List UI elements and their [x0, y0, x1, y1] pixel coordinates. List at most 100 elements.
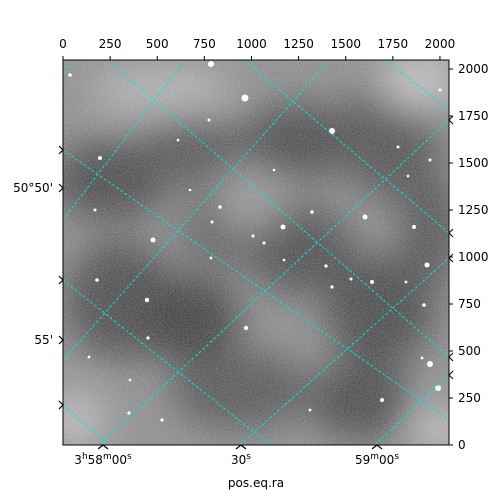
star-point	[310, 210, 314, 214]
ra-tick-label: 30s	[231, 452, 251, 467]
star-point	[362, 214, 368, 220]
star-point	[428, 158, 432, 162]
star-point	[209, 256, 213, 260]
star-point	[324, 264, 328, 268]
dec-tick	[58, 183, 64, 193]
left-dec-axis: 50°50' 55'	[13, 115, 454, 410]
dec-tick	[58, 275, 64, 285]
right-pixel-axis: 0 250 500 750 1000 1250 1500 1750 2000	[449, 62, 489, 452]
right-tick-label: 1500	[458, 156, 489, 170]
star-point	[349, 277, 353, 281]
star-point	[435, 385, 441, 391]
star-point	[396, 145, 400, 149]
dec-tick	[58, 400, 64, 410]
star-point	[370, 280, 374, 284]
edge-tick	[448, 228, 454, 238]
star-point	[241, 94, 249, 102]
star-point	[68, 73, 72, 77]
ra-tick-label: 3h58m00s	[74, 452, 132, 467]
star-point	[404, 280, 408, 284]
star-point	[422, 303, 426, 307]
right-tick-label: 1750	[458, 109, 489, 123]
dec-tick	[58, 145, 64, 155]
star-point	[87, 355, 91, 359]
right-tick-label: 0	[458, 438, 466, 452]
edge-tick	[448, 253, 454, 263]
star-point	[243, 325, 249, 331]
top-tick-label: 2000	[425, 37, 456, 51]
top-tick-label: 1000	[236, 37, 267, 51]
star-point	[406, 174, 410, 178]
star-point	[95, 278, 99, 282]
star-point	[262, 241, 266, 245]
bottom-ra-axis: 3h58m00s 30s 59m00s	[74, 444, 399, 467]
dec-tick-label: 50°50'	[13, 181, 53, 195]
grid-line	[239, 257, 449, 445]
star-point	[188, 188, 192, 192]
top-tick-label: 1750	[378, 37, 409, 51]
star-point	[146, 336, 150, 340]
point-sources	[68, 61, 442, 422]
star-point	[98, 156, 102, 160]
ra-tick	[235, 444, 247, 450]
star-point	[438, 88, 442, 92]
right-tick-label: 2000	[458, 62, 489, 76]
top-tick-label: 1500	[330, 37, 361, 51]
star-point	[93, 208, 97, 212]
star-point	[128, 378, 132, 382]
top-tick-label: 250	[99, 37, 122, 51]
top-tick-label: 500	[146, 37, 169, 51]
grid-line	[63, 404, 111, 445]
dec-tick	[58, 335, 64, 345]
ra-tick	[371, 444, 383, 450]
star-point	[210, 220, 214, 224]
star-point	[280, 224, 286, 230]
star-point	[380, 398, 384, 402]
star-point	[424, 262, 430, 268]
top-tick-label: 0	[59, 37, 67, 51]
star-point	[330, 285, 334, 289]
ra-tick-label: 59m00s	[355, 452, 399, 467]
sky-image	[63, 60, 449, 445]
edge-tick	[448, 115, 454, 125]
grid-line	[63, 60, 186, 221]
right-tick-label: 1250	[458, 203, 489, 217]
edge-tick	[448, 352, 454, 362]
star-point	[176, 138, 180, 142]
grid-line	[63, 279, 271, 445]
grid-line	[374, 374, 449, 445]
coordinate-grid	[63, 60, 449, 445]
star-point	[251, 234, 255, 238]
edge-tick	[448, 370, 454, 380]
star-point	[160, 418, 164, 422]
dec-tick-label: 55'	[34, 333, 53, 347]
top-pixel-axis: 0 250 500 750 1000 1250 1500 1750 2000	[59, 37, 455, 60]
ra-tick	[97, 444, 109, 450]
right-tick-label: 500	[458, 344, 481, 358]
star-point	[329, 128, 335, 134]
plot-frame	[62, 59, 450, 446]
grid-line	[63, 60, 76, 76]
right-tick-label: 750	[458, 297, 481, 311]
star-point	[282, 258, 286, 262]
star-point	[144, 297, 150, 303]
star-point	[427, 361, 433, 367]
star-point	[150, 237, 156, 243]
star-point	[218, 205, 222, 209]
grid-line	[99, 119, 449, 445]
x-axis-label: pos.eq.ra	[228, 476, 284, 490]
top-tick-label: 1250	[283, 37, 314, 51]
star-point	[420, 356, 424, 360]
grid-line	[384, 60, 449, 111]
grid-line	[63, 60, 331, 361]
star-point	[272, 168, 276, 172]
grid-line	[63, 149, 449, 421]
star-point	[207, 118, 211, 122]
star-point	[208, 61, 214, 67]
star-point	[412, 225, 416, 229]
top-tick-label: 750	[193, 37, 216, 51]
right-tick-label: 1000	[458, 250, 489, 264]
right-tick-label: 250	[458, 391, 481, 405]
star-point	[127, 411, 131, 415]
